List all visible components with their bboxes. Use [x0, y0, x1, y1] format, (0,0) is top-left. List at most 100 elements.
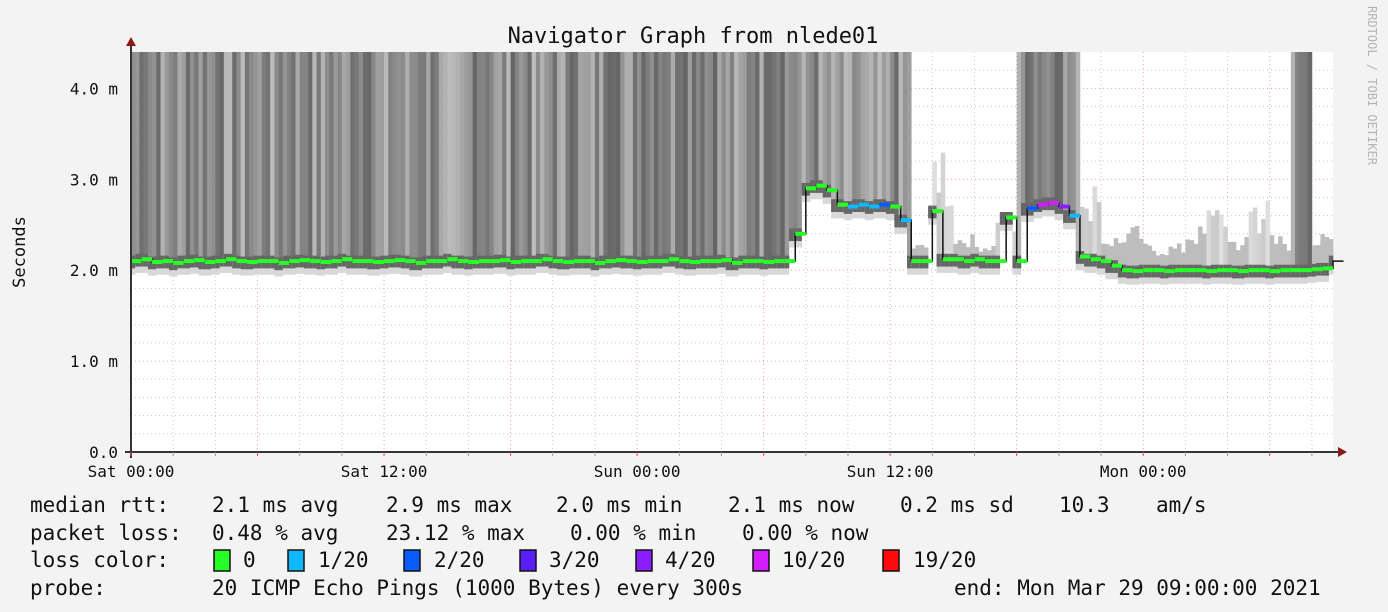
median-point — [1037, 202, 1049, 207]
median-point — [510, 260, 522, 264]
smoke-band — [291, 52, 296, 262]
smoke-band — [1202, 233, 1207, 272]
smoke-band — [1084, 208, 1089, 260]
smoke-band — [1079, 206, 1085, 257]
smoke-band — [409, 257, 414, 271]
smoke-band — [333, 52, 338, 262]
smoke-band — [1160, 254, 1165, 272]
median-point — [1016, 259, 1028, 264]
median-point — [563, 260, 574, 264]
median-point — [489, 259, 501, 264]
loss-color-label: 2/20 — [434, 548, 485, 572]
smoke-band — [1012, 231, 1017, 262]
smoke-band — [700, 52, 705, 262]
smoke-band — [1109, 246, 1114, 266]
smoke-band — [936, 192, 942, 260]
median-point — [753, 259, 764, 264]
median-point — [605, 259, 617, 264]
median-point — [1290, 268, 1302, 273]
smoke-band — [1235, 250, 1241, 272]
smoke-band — [1193, 243, 1199, 271]
smoke-band — [544, 52, 549, 260]
smoke-band — [211, 52, 216, 262]
median-point — [763, 260, 775, 264]
median-point — [710, 259, 722, 264]
smoke-band — [1075, 251, 1081, 264]
smoke-band — [1299, 52, 1304, 271]
smoke-band — [257, 52, 263, 262]
median-point — [805, 186, 817, 191]
median-point — [373, 260, 385, 264]
smoke-band — [379, 52, 385, 262]
smoke-band — [451, 255, 457, 269]
smoke-band — [915, 245, 920, 262]
smoke-band — [346, 255, 351, 269]
smoke-band — [1164, 255, 1169, 272]
smoke-band — [548, 52, 554, 262]
median-point — [531, 259, 543, 264]
median-point — [141, 257, 153, 262]
smoke-band — [1278, 236, 1283, 271]
median-point — [236, 259, 247, 264]
smoke-band — [274, 52, 279, 263]
median-point — [689, 260, 701, 264]
smoke-band — [928, 205, 933, 219]
smoke-band — [1063, 210, 1068, 223]
smoke-band — [974, 246, 980, 260]
smoke-band — [1054, 201, 1060, 214]
loss-color-label: 10/20 — [782, 548, 845, 572]
smoke-band — [645, 52, 651, 262]
smoke-band — [624, 52, 629, 262]
smoke-band — [287, 52, 292, 262]
median-point — [1174, 268, 1186, 273]
smoke-band — [548, 255, 554, 269]
smoke-band — [181, 52, 187, 262]
median-point — [215, 259, 226, 264]
smoke-band — [1328, 255, 1334, 269]
smoke-band — [156, 52, 161, 262]
smoke-band — [168, 257, 174, 271]
median-point — [647, 259, 659, 264]
smoke-band — [202, 52, 208, 262]
smoke-band — [936, 253, 942, 267]
median-point — [1259, 268, 1270, 273]
median-point — [521, 259, 532, 264]
smoke-band — [1037, 52, 1043, 205]
smoke-band — [527, 52, 532, 262]
smoke-band — [683, 52, 689, 262]
smoke-band — [1041, 52, 1047, 203]
smoke-band — [1071, 52, 1077, 216]
smoke-band — [185, 52, 191, 262]
smoke-band — [1265, 200, 1271, 272]
median-point — [963, 259, 975, 264]
smoke-band — [337, 52, 343, 260]
smoke-band — [670, 52, 676, 260]
smoke-band — [649, 52, 655, 262]
median-point — [468, 260, 479, 264]
smoke-band — [152, 52, 157, 262]
median-point — [500, 258, 511, 263]
median-point — [320, 260, 332, 264]
smoke-band — [552, 52, 558, 262]
smoke-band — [1138, 238, 1144, 271]
smoke-band — [485, 52, 490, 262]
smoke-band — [236, 52, 241, 262]
smoke-band — [253, 52, 258, 262]
median-point — [173, 260, 184, 265]
smoke-band — [818, 52, 823, 186]
smoke-band — [1046, 52, 1051, 203]
smoke-band — [658, 52, 663, 262]
smoke-band — [1029, 52, 1034, 209]
smoke-band — [1185, 239, 1190, 271]
loss-min: 0.00 % min — [570, 521, 696, 545]
smoke-band — [788, 228, 794, 242]
smoke-band — [274, 257, 279, 271]
loss-color-label: 0 — [243, 548, 256, 572]
smoke-band — [240, 52, 246, 262]
smoke-band — [616, 52, 621, 261]
smoke-band — [173, 52, 178, 263]
end-time: end: Mon Mar 29 09:00:00 2021 — [954, 576, 1321, 600]
median-point — [289, 259, 300, 264]
smoke-band — [1054, 52, 1060, 207]
smoke-band — [565, 52, 570, 262]
